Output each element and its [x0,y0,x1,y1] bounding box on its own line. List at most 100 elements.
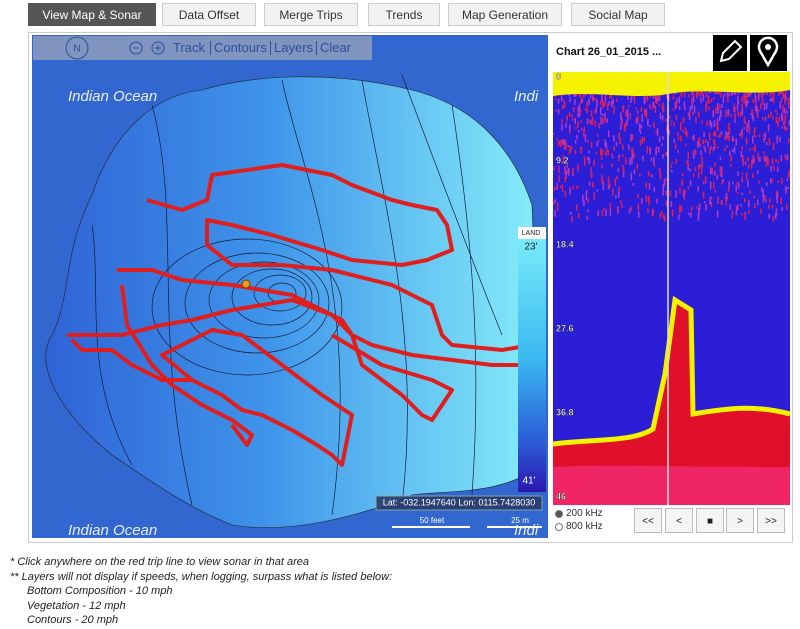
echo [687,112,690,116]
echo [669,115,671,119]
tab[interactable]: Trends [368,3,440,26]
echo [622,170,625,178]
tab[interactable]: Data Offset [162,3,256,26]
echo [566,169,568,174]
echo [622,144,624,151]
echo [771,204,774,209]
frequency-option[interactable]: 800 kHz [555,521,603,532]
echo [718,115,721,122]
echo [686,160,688,164]
echo [641,198,643,205]
echo [677,136,680,141]
echo [743,94,745,98]
echo [553,186,556,191]
echo [731,90,734,95]
echo [652,102,655,108]
echo [745,137,748,145]
compass[interactable] [65,36,89,60]
echo [753,157,755,163]
echo [786,178,788,182]
echo [714,170,716,176]
echo [694,166,697,172]
echo [635,107,638,110]
echo [581,98,583,103]
playback-button[interactable]: < [665,508,693,533]
echo [569,187,571,195]
echo [778,116,781,122]
echo [744,211,746,215]
echo [719,133,721,138]
trip-track[interactable] [67,163,533,467]
echo [607,150,609,156]
echo [726,145,728,148]
echo [653,156,655,165]
echo [697,213,700,221]
echo [662,106,665,113]
echo [677,149,679,153]
echo [737,204,739,211]
echo [603,208,605,211]
echo [754,93,757,102]
echo [746,125,748,133]
echo [661,115,664,121]
tab[interactable]: Merge Trips [264,3,358,26]
echo [679,205,681,214]
echo [725,193,728,201]
echo [587,156,589,160]
echo [741,212,743,216]
tab[interactable]: Social Map [571,3,665,26]
toolbar-link[interactable]: Layers [270,41,313,55]
playback-button[interactable]: >> [757,508,785,533]
echo [697,185,699,192]
tab[interactable]: Map Generation [448,3,562,26]
echo [558,175,560,182]
echo [593,192,596,200]
echo [785,186,787,194]
echo [763,132,765,137]
tab[interactable]: View Map & Sonar [28,3,156,26]
echo [722,96,725,103]
echo [700,153,703,156]
toolbar-link[interactable]: Contours [210,41,267,55]
toolbar-link[interactable]: Track [173,40,206,55]
echo [787,186,789,190]
echo [614,178,617,186]
echo [725,134,728,141]
echo [591,117,594,121]
echo [748,164,750,169]
echo [615,141,618,147]
echo [741,172,744,175]
zoom-out[interactable] [129,41,143,55]
echo [720,89,722,98]
echo [707,95,710,104]
echo [648,196,650,202]
echo [741,108,743,116]
frequency-option[interactable]: 200 kHz [555,508,603,519]
edit-icon[interactable] [713,35,747,71]
echo [587,209,589,213]
echo [666,125,668,133]
echo [662,191,664,196]
echo [565,174,567,179]
echo [742,158,744,166]
echo [683,90,686,98]
echo [593,96,595,101]
echo [656,128,659,136]
toolbar-link[interactable]: Clear [316,41,351,55]
echo [704,147,706,153]
playback-button[interactable]: ■ [696,508,724,533]
echo [668,130,671,136]
echo [586,189,588,194]
echo [656,198,658,204]
echo [636,163,639,169]
playback-button[interactable]: << [634,508,662,533]
echo [659,172,662,180]
echo [708,90,711,94]
echo [627,95,629,101]
echo [717,102,719,106]
echo [717,201,719,204]
echo [590,119,592,125]
playback-button[interactable]: > [726,508,754,533]
echo [643,137,646,142]
zoom-in[interactable] [151,41,165,55]
